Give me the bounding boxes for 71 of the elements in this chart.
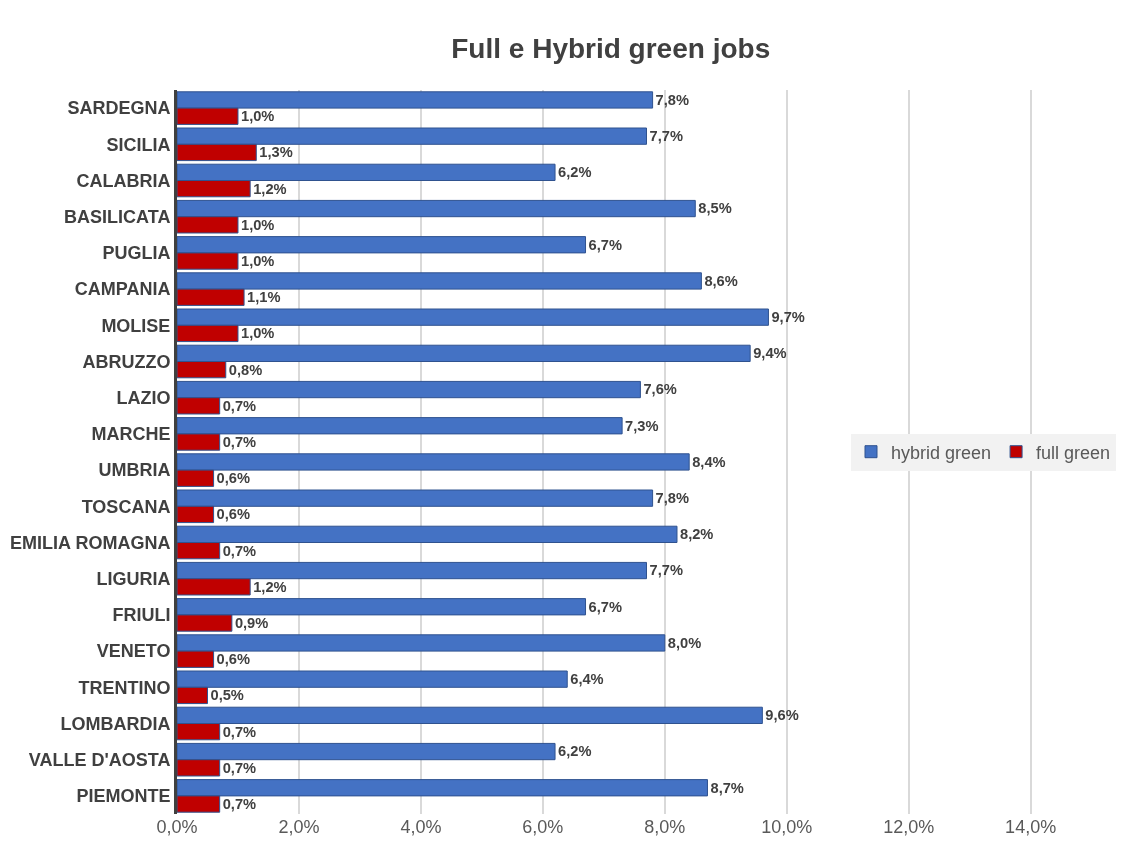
x-tick-label: 6,0%	[522, 817, 564, 837]
data-label: 9,4%	[753, 345, 787, 362]
y-tick-label: EMILIA ROMAGNA	[10, 532, 171, 553]
data-label: 8,7%	[710, 779, 744, 796]
data-label: 7,7%	[649, 562, 683, 579]
data-label: 9,6%	[765, 707, 799, 724]
data-label: 6,7%	[588, 236, 622, 253]
data-label: 7,8%	[655, 490, 690, 507]
data-label: 8,5%	[698, 200, 732, 217]
y-tick-label: LAZIO	[116, 388, 171, 408]
data-label: 0,7%	[222, 542, 257, 559]
x-tick-label: 2,0%	[278, 817, 320, 837]
data-label: 0,9%	[234, 614, 269, 631]
data-label: 1,2%	[253, 180, 287, 197]
y-tick-label: UMBRIA	[98, 460, 171, 481]
x-tick-label: 4,0%	[400, 817, 442, 837]
y-tick-label: BASILICATA	[64, 207, 171, 227]
data-label: 6,7%	[588, 598, 622, 615]
data-label: 0,6%	[216, 506, 250, 523]
data-label: 7,8%	[655, 91, 690, 108]
y-tick-label: MOLISE	[101, 315, 171, 336]
y-tick-label: ABRUZZO	[82, 351, 171, 372]
data-label: 0,7%	[222, 795, 257, 812]
y-tick-label: PUGLIA	[102, 243, 171, 264]
data-label: 9,7%	[771, 309, 805, 326]
data-label: 1,1%	[247, 289, 281, 306]
data-label: 7,6%	[643, 381, 677, 398]
y-tick-label: LIGURIA	[96, 569, 171, 589]
data-label: 8,6%	[704, 272, 738, 289]
y-tick-label: CALABRIA	[76, 170, 171, 191]
x-tick-label: 14,0%	[1005, 817, 1057, 837]
y-tick-label: VENETO	[96, 641, 171, 662]
x-tick-label: 8,0%	[644, 817, 686, 837]
y-tick-label: TRENTINO	[78, 677, 171, 698]
data-label: 8,2%	[680, 526, 714, 543]
data-label: 0,5%	[210, 687, 244, 704]
chart-title: Full e Hybrid green jobs	[451, 33, 771, 65]
data-label: 0,7%	[222, 433, 257, 450]
legend-label: full green	[1036, 442, 1111, 463]
y-tick-label: LOMBARDIA	[60, 713, 171, 734]
data-label: 6,4%	[570, 671, 604, 688]
data-label: 8,0%	[667, 634, 702, 651]
data-label: 0,8%	[228, 361, 263, 378]
x-tick-label: 12,0%	[883, 817, 935, 837]
data-label: 8,4%	[692, 453, 726, 470]
data-label: 1,2%	[253, 578, 287, 595]
x-tick-label: 10,0%	[761, 817, 813, 837]
x-tick-label: 0,0%	[156, 817, 198, 837]
y-tick-label: MARCHE	[91, 424, 171, 445]
y-tick-label: FRIULI	[112, 605, 171, 626]
data-label: 0,7%	[222, 759, 257, 776]
data-label: 1,3%	[259, 144, 293, 161]
y-tick-label: SICILIA	[106, 134, 171, 155]
data-label: 1,0%	[240, 108, 275, 125]
data-label: 1,0%	[240, 216, 275, 233]
y-tick-label: VALLE D'AOSTA	[28, 750, 171, 770]
legend-label: hybrid green	[891, 442, 992, 463]
data-label: 7,7%	[649, 128, 683, 145]
y-tick-label: SARDEGNA	[67, 98, 171, 119]
data-label: 0,7%	[222, 723, 257, 740]
y-tick-label: CAMPANIA	[74, 279, 171, 300]
data-label: 7,3%	[625, 417, 659, 434]
data-label: 0,6%	[216, 651, 250, 668]
data-label: 0,6%	[216, 470, 250, 487]
data-label: 0,7%	[222, 397, 257, 414]
data-label: 6,2%	[558, 164, 592, 181]
data-label: 1,0%	[240, 325, 275, 342]
y-tick-label: TOSCANA	[81, 496, 171, 517]
y-tick-label: PIEMONTE	[76, 786, 171, 807]
data-label: 1,0%	[240, 252, 275, 269]
data-label: 6,2%	[558, 743, 592, 760]
